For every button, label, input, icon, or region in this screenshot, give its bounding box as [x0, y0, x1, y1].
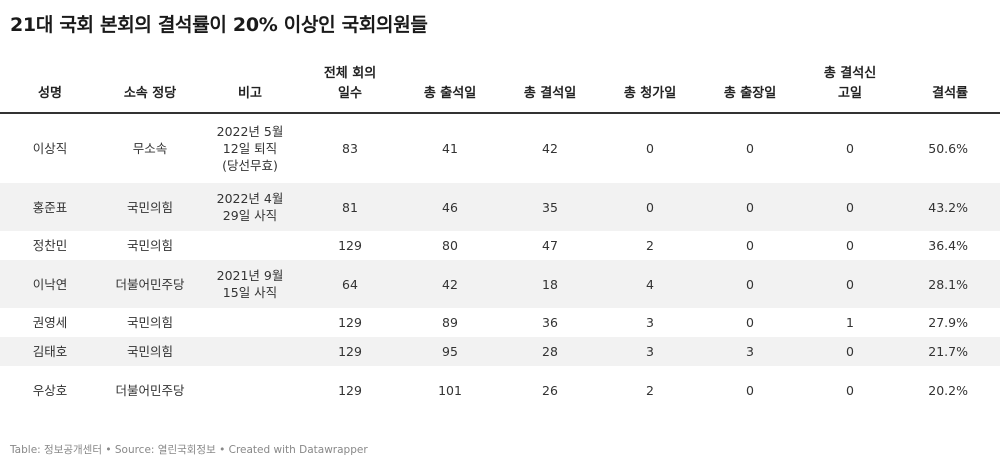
cell-business-trip: 0	[746, 315, 754, 330]
cell-attended: 89	[442, 315, 458, 330]
cell-party: 더불어민주당	[100, 260, 200, 308]
cell-leave: 0	[600, 183, 700, 231]
cell-total-sessions: 64	[300, 260, 400, 308]
column-header-party: 소속 정당	[100, 64, 200, 114]
cell-absence-notice: 0	[800, 337, 900, 366]
cell-total-sessions: 129	[338, 315, 362, 330]
cell-total-sessions: 129	[300, 337, 400, 366]
cell-name: 권영세	[32, 315, 68, 330]
cell-absence-rate: 21.7%	[900, 337, 1000, 366]
table-row: 정찬민 국민의힘 129 80 47 2 0 0 36.4%	[0, 231, 1000, 260]
table-row: 이상직 무소속 2022년 5월 12일 퇴직 (당선무효) 83 41 42 …	[0, 113, 1000, 183]
cell-total-sessions: 83	[342, 141, 358, 156]
cell-absence-notice: 0	[800, 183, 900, 231]
table-row: 김태호 국민의힘 129 95 28 3 3 0 21.7%	[0, 337, 1000, 366]
cell-absent: 35	[500, 183, 600, 231]
cell-total-sessions: 129	[338, 382, 362, 398]
cell-leave: 2	[646, 238, 654, 253]
cell-business-trip: 0	[746, 382, 754, 398]
cell-absence-notice: 0	[846, 238, 854, 253]
cell-business-trip: 3	[700, 337, 800, 366]
cell-leave: 3	[646, 315, 654, 330]
column-header-note: 비고	[200, 64, 300, 114]
cell-party: 무소속	[132, 141, 168, 156]
cell-business-trip: 0	[746, 238, 754, 253]
cell-absence-notice: 0	[846, 141, 854, 156]
cell-absent: 42	[542, 141, 558, 156]
column-header-leave: 총 청가일	[600, 64, 700, 114]
cell-leave: 3	[600, 337, 700, 366]
cell-total-sessions: 81	[300, 183, 400, 231]
cell-attended: 101	[438, 382, 462, 398]
cell-absence-notice: 1	[846, 315, 854, 330]
cell-party: 국민의힘	[100, 183, 200, 231]
cell-absence-rate: 43.2%	[900, 183, 1000, 231]
cell-name: 정찬민	[32, 238, 68, 253]
cell-party: 국민의힘	[100, 337, 200, 366]
cell-attended: 95	[400, 337, 500, 366]
cell-note	[200, 308, 300, 337]
cell-attended: 41	[442, 141, 458, 156]
cell-absence-rate: 36.4%	[928, 238, 968, 253]
cell-total-sessions: 129	[338, 238, 362, 253]
column-header-total-sessions: 전체 회의 일수	[300, 64, 400, 114]
cell-absent: 36	[542, 315, 558, 330]
cell-attended: 80	[442, 238, 458, 253]
cell-absence-notice: 0	[846, 382, 854, 398]
cell-party: 더불어민주당	[115, 382, 185, 398]
column-header-absent: 총 결석일	[500, 64, 600, 114]
cell-business-trip: 0	[700, 260, 800, 308]
cell-absence-rate: 27.9%	[928, 315, 968, 330]
cell-note: 2022년 5월 12일 퇴직 (당선무효)	[216, 124, 284, 173]
column-header-attended: 총 출석일	[400, 64, 500, 114]
cell-party: 국민의힘	[126, 315, 173, 330]
cell-attended: 46	[400, 183, 500, 231]
cell-absent: 28	[500, 337, 600, 366]
cell-name: 이낙연	[0, 260, 100, 308]
table-row: 권영세 국민의힘 129 89 36 3 0 1 27.9%	[0, 308, 1000, 337]
cell-leave: 4	[600, 260, 700, 308]
table-row: 홍준표 국민의힘 2022년 4월 29일 사직 81 46 35 0 0 0 …	[0, 183, 1000, 231]
table-footer-credits: Table: 정보공개센터 • Source: 열린국회정보 • Created…	[10, 444, 368, 456]
cell-note	[200, 366, 300, 414]
page-title: 21대 국회 본회의 결석률이 20% 이상인 국회의원들	[10, 14, 428, 36]
column-header-absence-notice: 총 결석신 고일	[800, 64, 900, 114]
cell-leave: 0	[646, 141, 654, 156]
cell-party: 국민의힘	[126, 238, 173, 253]
cell-name: 우상호	[32, 382, 68, 398]
cell-name: 홍준표	[0, 183, 100, 231]
cell-name: 김태호	[0, 337, 100, 366]
attendance-table: 성명 소속 정당 비고 전체 회의 일수 총 출석일 총 결석일 총 청가일 총…	[0, 64, 1000, 414]
cell-absent: 47	[542, 238, 558, 253]
cell-note: 2021년 9월 15일 사직	[200, 260, 300, 308]
cell-absent: 18	[500, 260, 600, 308]
cell-attended: 42	[400, 260, 500, 308]
cell-absence-rate: 20.2%	[928, 382, 968, 398]
column-header-absence-rate: 결석률	[900, 64, 1000, 114]
table-row: 우상호 더불어민주당 129 101 26 2 0 0 20.2%	[0, 366, 1000, 414]
cell-name: 이상직	[32, 141, 68, 156]
cell-absence-rate: 50.6%	[928, 141, 968, 156]
cell-note: 2022년 4월 29일 사직	[200, 183, 300, 231]
cell-note	[200, 337, 300, 366]
column-header-name: 성명	[0, 64, 100, 114]
cell-absent: 26	[542, 382, 558, 398]
column-header-business-trip: 총 출장일	[700, 64, 800, 114]
cell-note	[200, 231, 300, 260]
cell-leave: 2	[646, 382, 654, 398]
cell-absence-notice: 0	[800, 260, 900, 308]
table-row: 이낙연 더불어민주당 2021년 9월 15일 사직 64 42 18 4 0 …	[0, 260, 1000, 308]
cell-business-trip: 0	[746, 141, 754, 156]
table-header-row: 성명 소속 정당 비고 전체 회의 일수 총 출석일 총 결석일 총 청가일 총…	[0, 64, 1000, 114]
cell-business-trip: 0	[700, 183, 800, 231]
cell-absence-rate: 28.1%	[900, 260, 1000, 308]
